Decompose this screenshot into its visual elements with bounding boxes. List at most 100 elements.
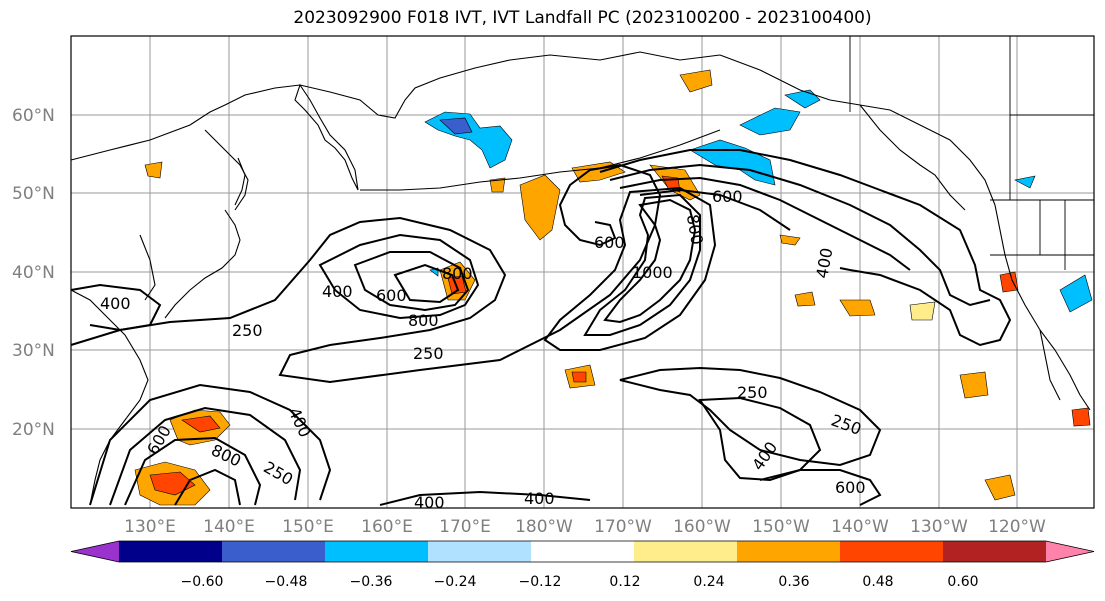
lon-label: 130°W [910, 517, 968, 537]
colorbar-tick-label: 0.60 [947, 574, 978, 590]
lon-label: 160°W [673, 517, 731, 537]
coast-aleutians [360, 129, 721, 191]
colorbar-tick-label: −0.12 [519, 574, 562, 590]
longitude-labels: 130°E 140°E 150°E 160°E 170°E 180°W 170°… [124, 517, 1046, 537]
contour-1000-core [603, 198, 697, 324]
contour-800-south [174, 468, 241, 506]
colorbar-arrow-low [71, 541, 119, 562]
contour-label: 250 [232, 321, 263, 340]
contour-600-core [543, 186, 717, 351]
colorbar-segment [531, 541, 635, 562]
lat-label: 50°N [12, 184, 55, 204]
lon-label: 150°E [282, 517, 334, 537]
colorbar-tick-label: −0.48 [265, 574, 308, 590]
patch-ne-positive [779, 234, 801, 246]
coast-china [70, 289, 149, 506]
contour-label: 1000 [632, 263, 673, 282]
colorbar-segment [428, 541, 532, 562]
colorbar-tick-label: 0.48 [862, 574, 893, 590]
lon-label: 170°E [439, 517, 491, 537]
patch-japan-pos-2 [489, 177, 506, 193]
coastlines [70, 51, 1091, 506]
patch-ak-pos [679, 69, 713, 93]
contour-800-core [583, 193, 701, 336]
coast-siberia [70, 51, 721, 161]
coast-bc [859, 104, 966, 211]
contour-label: 800 [408, 311, 439, 330]
patch-alaska-negative-core [439, 117, 473, 135]
contour-label: 600 [594, 233, 625, 252]
contour-400-central [318, 233, 480, 320]
map-title: 2023092900 F018 IVT, IVT Landfall PC (20… [293, 8, 872, 28]
contour-label: 600 [376, 286, 407, 305]
coast-baja [1039, 329, 1061, 401]
patch-baja-positive-red [1071, 407, 1091, 427]
lon-label: 140°W [831, 517, 889, 537]
lon-label: 140°E [203, 517, 255, 537]
coast-sakhalin [234, 157, 246, 206]
contour-labels: 400 250 400 600 800 800 250 600 1000 800… [100, 187, 866, 512]
ivt-contours [70, 149, 1012, 506]
coast-japan [164, 209, 241, 319]
colorbar-tick-label: 0.12 [609, 574, 640, 590]
coast-us-west [994, 204, 1091, 411]
coast-kamchatka [294, 83, 359, 191]
patch-bc-negative [784, 89, 821, 109]
map-frame [70, 35, 1095, 509]
lat-label: 40°N [12, 263, 55, 283]
contour-250-main [70, 163, 662, 384]
contour-label: 250 [413, 344, 444, 363]
lon-label: 160°E [361, 517, 413, 537]
contour-label: 400 [322, 282, 353, 301]
colorbar-arrow-high [1046, 541, 1094, 562]
contour-label: 400 [100, 294, 131, 313]
contour-400-west [70, 283, 162, 332]
lon-label: 150°W [752, 517, 810, 537]
contour-400-north [609, 163, 991, 307]
colorbar-tick-label: 0.24 [693, 574, 724, 590]
patch-hawaii-positive [794, 291, 816, 307]
contour-label: 400 [524, 489, 555, 508]
colorbar-tick-label: −0.60 [181, 574, 224, 590]
colorbar-segment [840, 541, 944, 562]
contour-label: 600 [712, 187, 743, 206]
coast-korea [139, 234, 156, 301]
colorbar-tick-label: −0.24 [434, 574, 477, 590]
contour-250-north [599, 149, 1012, 347]
contour-800-north [639, 188, 791, 231]
patch-pnw-negative [1014, 175, 1036, 189]
colorbar-outline [70, 540, 1095, 563]
contour-400-bottom [379, 490, 591, 506]
contour-label: 800 [442, 264, 473, 283]
contour-600-south [124, 436, 262, 506]
patch-subtropic-positive-red [571, 371, 587, 383]
lon-label: 120°W [988, 517, 1046, 537]
colorbar-segment [325, 541, 429, 562]
lon-label: 130°E [124, 517, 176, 537]
patch-baja-positive [984, 474, 1016, 501]
colorbar-segment [943, 541, 1047, 562]
patch-aleutian-positive [519, 174, 561, 241]
colorbar-tick-label: −0.36 [350, 574, 393, 590]
patch-west-pos [909, 301, 936, 321]
patch-east-positive [839, 299, 876, 317]
contour-600-subtropic [759, 469, 882, 506]
contour-label: 400 [414, 493, 445, 512]
lon-label: 180°W [515, 517, 573, 537]
colorbar-tick-label: 0.36 [778, 574, 809, 590]
patch-east-positive-2 [959, 371, 989, 399]
colorbar-segment [222, 541, 326, 562]
patch-bc-pos [999, 271, 1019, 293]
lat-label: 30°N [12, 341, 55, 361]
colorbar-tick-labels: −0.60 −0.48 −0.36 −0.24 −0.12 0.12 0.24 … [181, 574, 979, 590]
contour-600-north [619, 176, 911, 271]
colorbar-segment [737, 541, 841, 562]
contour-600-central [353, 251, 470, 312]
patch-west-coast-negative [1059, 274, 1093, 313]
lon-label: 170°W [594, 517, 652, 537]
contour-800-central [393, 263, 460, 304]
colorbar-segment [634, 541, 738, 562]
lat-label: 20°N [12, 420, 55, 440]
colorbar-segment [119, 541, 223, 562]
